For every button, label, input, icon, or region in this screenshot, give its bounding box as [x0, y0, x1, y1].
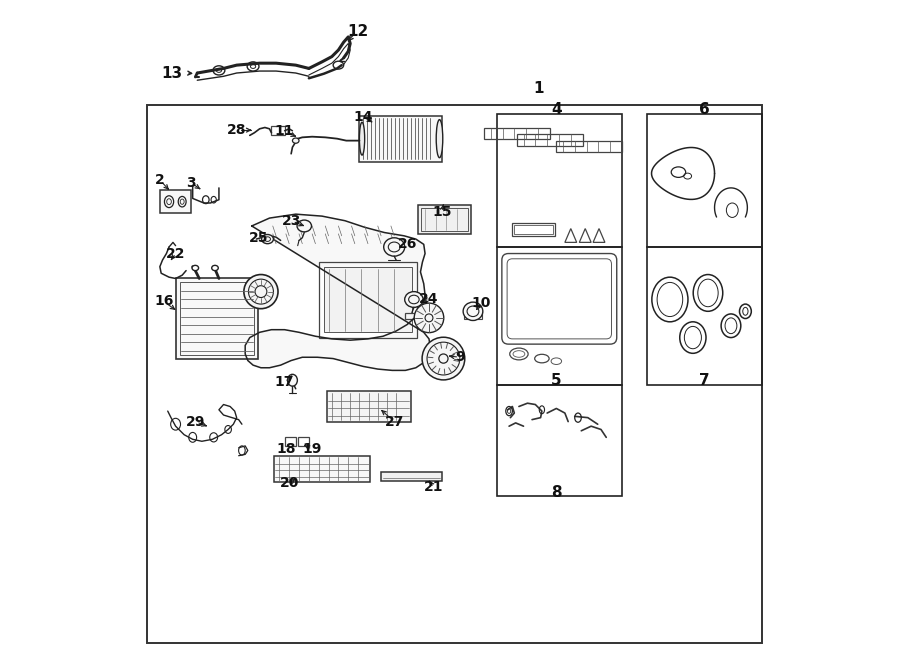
Text: 15: 15 [432, 205, 452, 218]
Ellipse shape [383, 238, 405, 256]
Bar [498, 247, 622, 385]
Bar [464, 311, 482, 319]
Text: 25: 25 [248, 231, 268, 245]
Text: 5: 5 [551, 373, 562, 389]
Bar [298, 438, 309, 446]
Text: 7: 7 [698, 373, 709, 389]
Bar [498, 115, 622, 247]
Bar [274, 455, 370, 482]
Text: 6: 6 [698, 102, 709, 117]
Text: 13: 13 [162, 66, 183, 81]
Text: 28: 28 [227, 123, 247, 137]
Text: 18: 18 [276, 442, 295, 456]
Bar [284, 438, 296, 446]
Bar [517, 134, 582, 146]
Text: 16: 16 [154, 295, 174, 308]
Ellipse shape [405, 292, 423, 307]
Ellipse shape [359, 122, 364, 155]
Text: 22: 22 [166, 246, 185, 261]
Bar [319, 262, 418, 338]
Text: 3: 3 [186, 175, 195, 189]
Polygon shape [245, 214, 430, 370]
Bar [514, 224, 554, 234]
Text: 10: 10 [472, 297, 491, 310]
Bar [176, 279, 258, 359]
Ellipse shape [436, 120, 443, 158]
Bar [556, 140, 622, 152]
Text: 4: 4 [551, 102, 562, 117]
Ellipse shape [464, 302, 482, 320]
Bar [484, 128, 550, 139]
Ellipse shape [292, 138, 299, 143]
Bar [512, 222, 555, 236]
Text: 2: 2 [155, 173, 165, 187]
Bar [179, 283, 255, 355]
Ellipse shape [244, 275, 278, 308]
Text: 1: 1 [534, 81, 544, 95]
Ellipse shape [192, 265, 199, 271]
Bar [418, 205, 471, 234]
Ellipse shape [422, 337, 464, 380]
Bar [272, 126, 284, 136]
Text: 20: 20 [280, 476, 299, 491]
Text: 26: 26 [399, 238, 418, 252]
Ellipse shape [262, 234, 274, 244]
Text: 8: 8 [551, 485, 562, 500]
Bar [405, 312, 422, 319]
Bar [359, 116, 442, 162]
Ellipse shape [297, 220, 311, 232]
Text: 27: 27 [384, 414, 404, 428]
Text: 17: 17 [274, 375, 294, 389]
Text: 19: 19 [302, 442, 322, 456]
Text: 9: 9 [455, 350, 464, 364]
Ellipse shape [287, 374, 297, 386]
Bar [160, 190, 191, 213]
Text: 11: 11 [274, 124, 294, 138]
Bar [147, 105, 761, 643]
Ellipse shape [414, 303, 444, 332]
Text: 23: 23 [282, 214, 301, 228]
Bar [647, 247, 761, 385]
Text: 12: 12 [347, 24, 369, 38]
Bar [327, 391, 410, 422]
Bar [421, 208, 468, 231]
Bar [498, 385, 622, 496]
Text: 29: 29 [185, 414, 205, 428]
Text: 21: 21 [424, 480, 444, 495]
Bar [647, 115, 761, 247]
Bar [381, 472, 442, 481]
Bar [324, 267, 412, 332]
Text: 24: 24 [419, 293, 438, 307]
Text: 14: 14 [354, 110, 373, 124]
Ellipse shape [212, 265, 219, 271]
